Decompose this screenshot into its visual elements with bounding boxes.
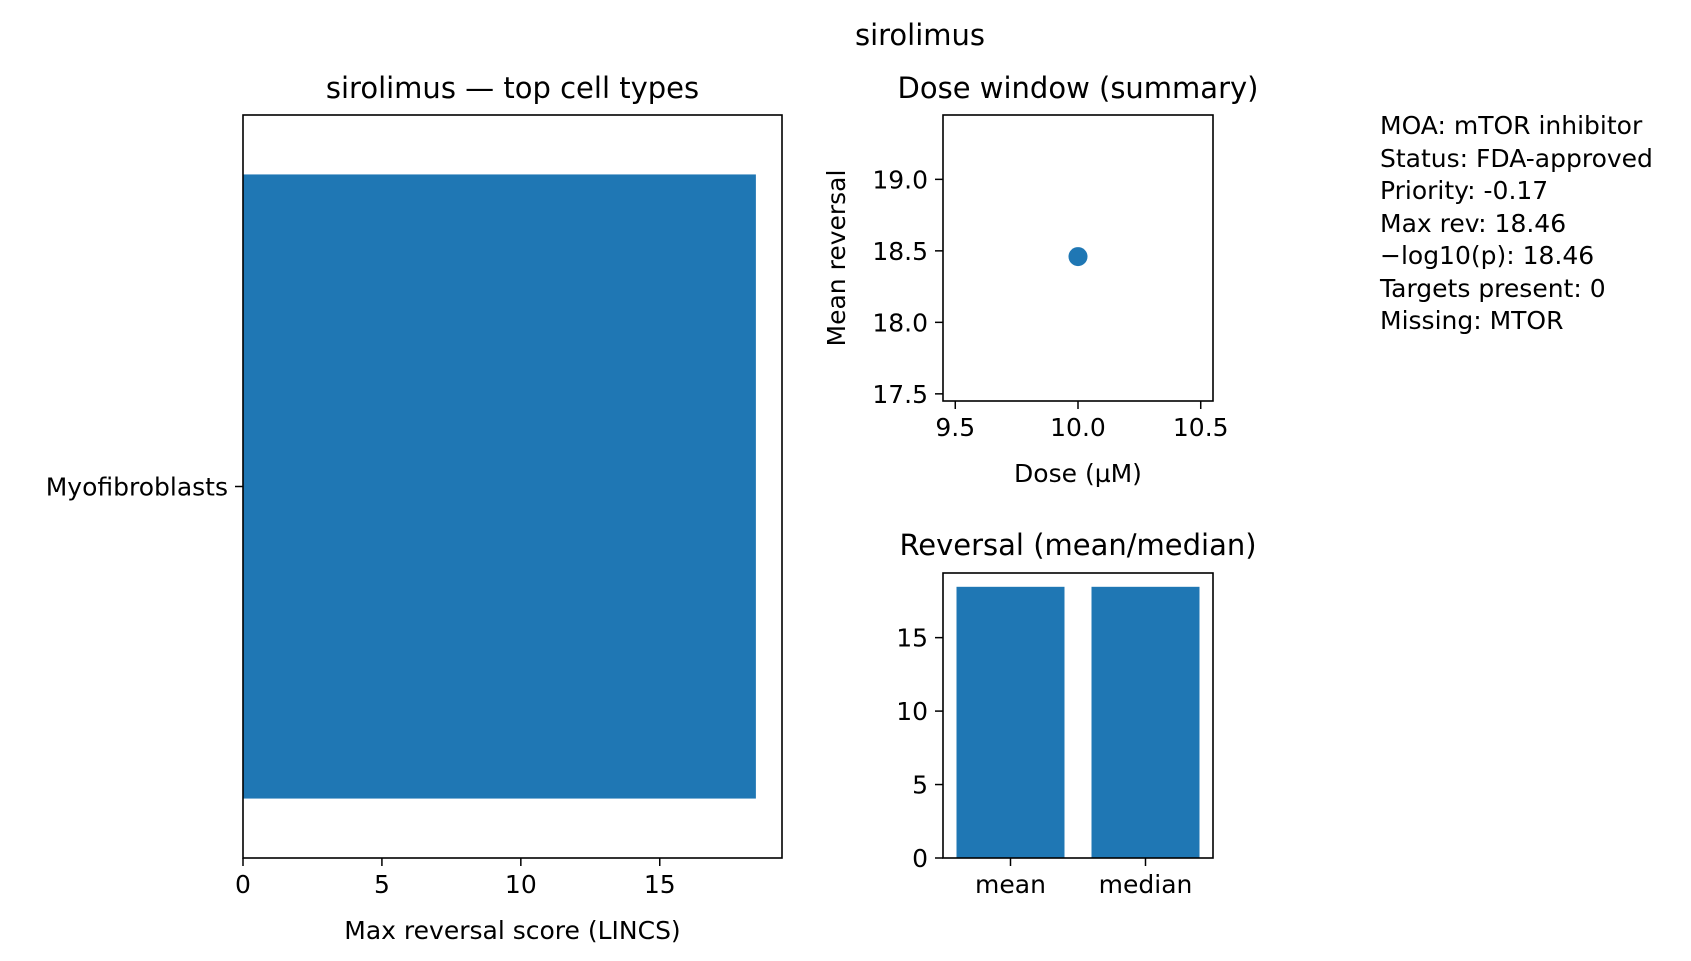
x-tick-label: 0 (235, 870, 251, 899)
y-tick-label: 5 (912, 771, 928, 800)
y-tick-label: 17.5 (872, 380, 928, 409)
x-tick-label: median (1099, 870, 1193, 899)
x-tick-label: 15 (644, 870, 676, 899)
chart-title: Reversal (mean/median) (899, 528, 1256, 562)
x-tick-label: 10 (505, 870, 537, 899)
chart-reversal-mean-median: Reversal (mean/median) mean median 0 5 10 15 (896, 528, 1256, 899)
chart-title: sirolimus — top cell types (326, 71, 699, 105)
info-targets-present: Targets present: 0 (1380, 273, 1606, 303)
x-tick-label: 10.0 (1050, 413, 1106, 442)
y-tick-label: 18.0 (872, 308, 928, 337)
y-tick-label: 19.0 (872, 165, 928, 194)
chart-title: Dose window (summary) (898, 71, 1259, 105)
chart-top-cell-types: sirolimus — top cell types Myofibroblasts… (46, 71, 783, 945)
bar (1091, 586, 1200, 858)
info-status: Status: FDA-approved (1380, 143, 1653, 173)
y-axis-label: Mean reversal (822, 170, 851, 347)
y-tick-label: 18.5 (872, 237, 928, 266)
y-tick-label: 15 (896, 624, 928, 653)
info-moa: MOA: mTOR inhibitor (1380, 111, 1643, 140)
bar (956, 586, 1065, 858)
info-max-rev: Max rev: 18.46 (1380, 208, 1567, 238)
bar (243, 174, 756, 799)
x-tick-label: 9.5 (935, 413, 975, 442)
figure-title: sirolimus (855, 18, 985, 52)
x-tick-label: mean (975, 870, 1046, 899)
y-tick-label: Myofibroblasts (46, 473, 228, 502)
info-missing: Missing: MTOR (1380, 306, 1564, 335)
x-tick-label: 5 (374, 870, 390, 899)
plot-frame (942, 572, 1214, 859)
chart-dose-window: Dose window (summary) 9.5 10.0 10.5 17.5 18.0… (822, 71, 1258, 488)
info-panel: MOA: mTOR inhibitor Status: FDA-approved… (1380, 110, 1653, 338)
x-tick-label: 10.5 (1173, 413, 1229, 442)
info-neglog-p: −log10(p): 18.46 (1380, 241, 1595, 270)
plot-frame (242, 114, 783, 859)
info-priority: Priority: -0.17 (1380, 176, 1549, 205)
y-tick-label: 0 (912, 844, 928, 873)
x-axis-label: Dose (µM) (1014, 459, 1142, 488)
y-tick-label: 10 (896, 697, 928, 726)
x-axis-label: Max reversal score (LINCS) (344, 916, 680, 945)
scatter-point (1068, 247, 1088, 267)
